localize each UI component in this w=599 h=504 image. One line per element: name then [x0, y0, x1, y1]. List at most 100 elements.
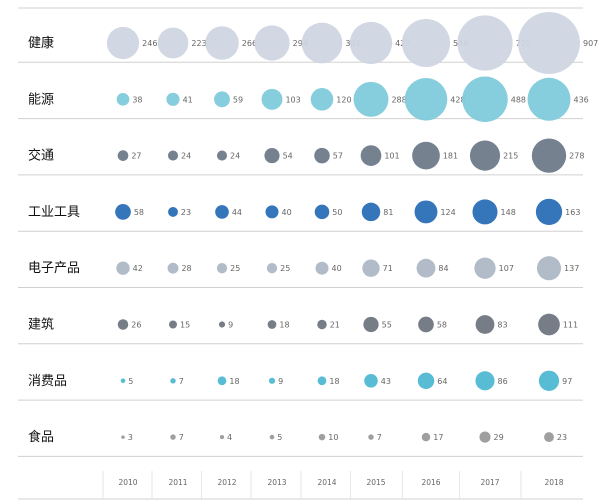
value-label: 107 [499, 264, 514, 273]
value-label: 5 [128, 377, 133, 386]
bubble [170, 378, 176, 384]
bubble [475, 315, 495, 334]
bubble [317, 319, 327, 330]
bubble [457, 15, 513, 71]
year-tick-label: 2017 [480, 478, 499, 487]
bubble [261, 88, 283, 110]
value-label: 97 [562, 377, 572, 386]
value-label: 21 [330, 321, 340, 330]
value-label: 10 [328, 433, 338, 442]
value-label: 266 [242, 39, 257, 48]
value-label: 17 [433, 433, 443, 442]
bubble [360, 145, 382, 166]
bubble [115, 204, 131, 220]
bubble [170, 434, 176, 440]
value-label: 428 [450, 95, 465, 104]
bubble [536, 256, 562, 281]
value-label: 7 [179, 377, 184, 386]
year-tick-label: 2012 [217, 478, 236, 487]
value-label: 9 [228, 321, 233, 330]
value-label: 18 [229, 377, 239, 386]
bubble [417, 372, 435, 390]
value-label: 29 [494, 433, 504, 442]
value-label: 148 [501, 208, 516, 217]
bubble [527, 77, 571, 121]
bubble [361, 202, 381, 222]
bubble [363, 316, 379, 333]
bubble [217, 376, 227, 386]
bubble [349, 21, 393, 65]
value-label: 488 [511, 95, 526, 104]
value-label: 59 [233, 95, 243, 104]
bubble [268, 377, 276, 384]
bubble [368, 434, 374, 440]
value-label: 137 [564, 264, 579, 273]
value-label: 103 [285, 95, 300, 104]
category-label: 建筑 [28, 317, 54, 333]
bubble [117, 150, 129, 161]
bubble [267, 320, 277, 329]
bubble [168, 206, 178, 217]
bubble [214, 91, 230, 108]
year-tick-label: 2010 [118, 478, 137, 487]
bubble [169, 320, 177, 329]
value-label: 81 [383, 208, 393, 217]
bubble [421, 432, 431, 442]
bubble [205, 26, 239, 60]
category-label: 食品 [28, 429, 54, 445]
bubble [121, 435, 125, 439]
value-label: 215 [503, 152, 518, 161]
value-label: 25 [230, 264, 240, 273]
bubble [166, 92, 180, 106]
value-label: 50 [332, 208, 342, 217]
value-label: 181 [443, 152, 458, 161]
bubble [310, 88, 334, 111]
value-label: 163 [565, 208, 580, 217]
value-label: 44 [232, 208, 242, 217]
bubble [362, 259, 380, 277]
value-label: 24 [230, 152, 240, 161]
category-label: 消费品 [28, 374, 67, 389]
bubble [472, 199, 498, 225]
bubble [216, 263, 228, 274]
bubble [314, 147, 330, 164]
bubble [412, 141, 440, 170]
bubble [215, 205, 229, 219]
category-label: 交通 [28, 148, 54, 164]
bubble [254, 25, 290, 61]
value-label: 4 [227, 433, 232, 442]
bubble [475, 371, 495, 391]
bubble [167, 150, 179, 161]
bubble [116, 92, 130, 106]
value-label: 18 [279, 321, 289, 330]
year-tick-label: 2011 [168, 478, 187, 487]
value-label: 27 [131, 152, 141, 161]
value-label: 111 [563, 321, 578, 330]
value-label: 294 [293, 39, 308, 48]
bubble [404, 78, 448, 121]
value-label: 43 [381, 377, 391, 386]
bubble [106, 26, 140, 60]
value-label: 5 [277, 433, 282, 442]
bubble [544, 432, 554, 443]
value-label: 436 [573, 95, 588, 104]
category-label: 健康 [28, 35, 54, 51]
value-label: 58 [437, 321, 447, 330]
value-label: 26 [131, 321, 141, 330]
bubble [317, 376, 327, 386]
year-tick-label: 2013 [267, 478, 286, 487]
bubble [218, 321, 226, 328]
bubble [364, 374, 378, 388]
bubble [531, 138, 567, 173]
value-label: 120 [336, 95, 351, 104]
value-label: 23 [557, 433, 567, 442]
value-label: 15 [180, 321, 190, 330]
bubble [314, 204, 330, 220]
value-label: 25 [280, 264, 290, 273]
year-tick-label: 2018 [544, 478, 563, 487]
value-label: 288 [391, 95, 406, 104]
value-label: 101 [384, 152, 399, 161]
value-label: 41 [183, 95, 193, 104]
bubble [219, 435, 225, 440]
category-label: 能源 [28, 92, 54, 107]
